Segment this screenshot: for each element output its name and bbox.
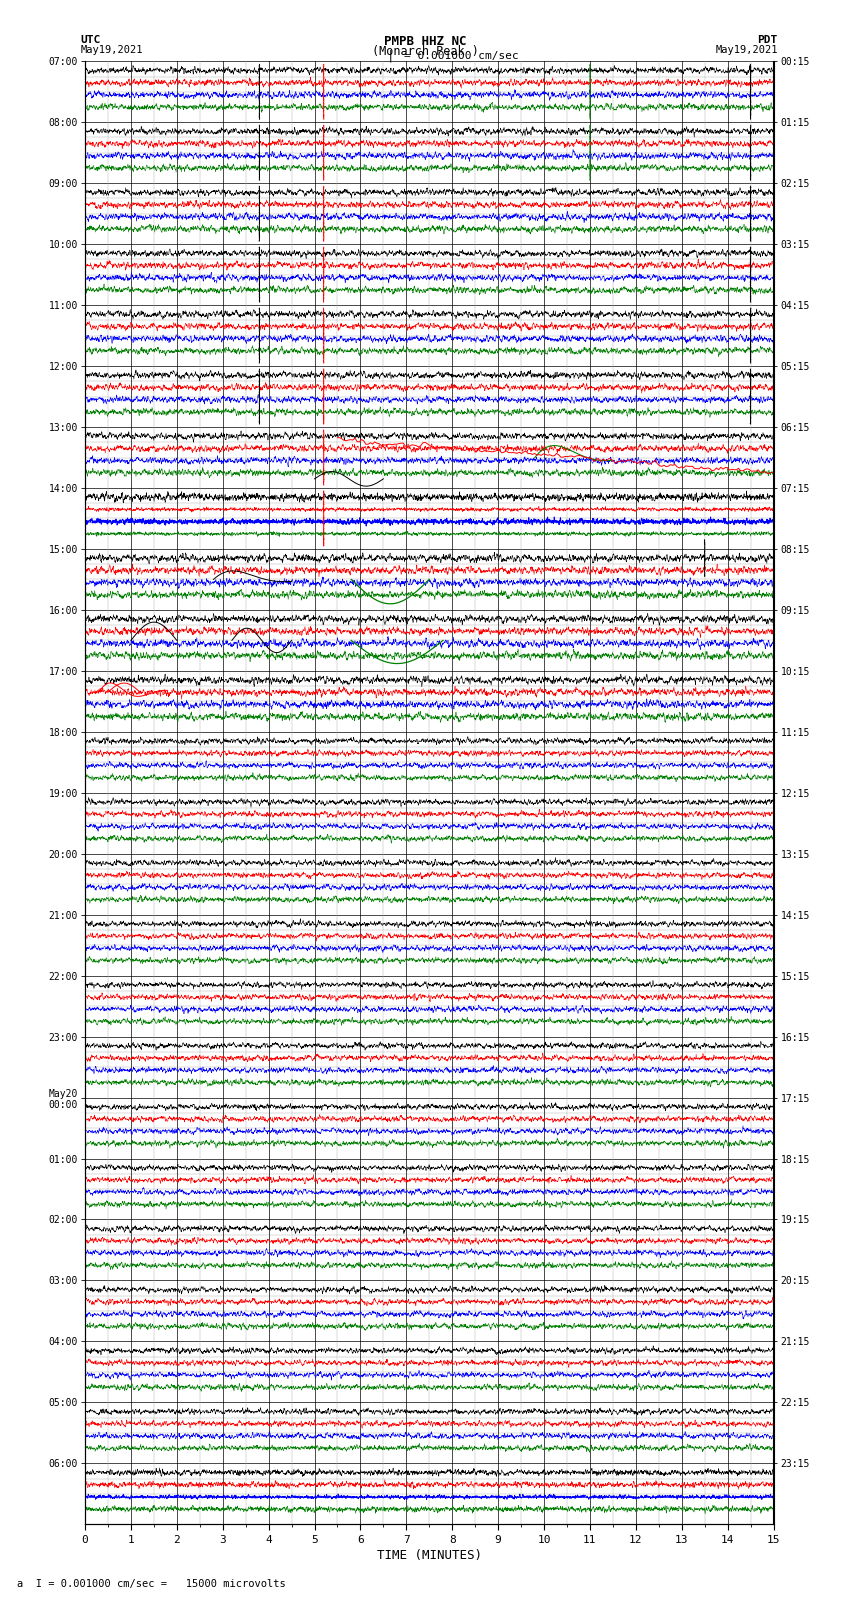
Text: PMPB HHZ NC: PMPB HHZ NC xyxy=(383,35,467,48)
Text: UTC: UTC xyxy=(81,35,101,45)
Text: = 0.001000 cm/sec: = 0.001000 cm/sec xyxy=(404,52,518,61)
Text: a  I = 0.001000 cm/sec =   15000 microvolts: a I = 0.001000 cm/sec = 15000 microvolts xyxy=(17,1579,286,1589)
Text: |: | xyxy=(388,50,394,63)
Text: (Monarch Peak ): (Monarch Peak ) xyxy=(371,45,479,58)
Text: PDT: PDT xyxy=(757,35,778,45)
Text: May19,2021: May19,2021 xyxy=(81,45,144,55)
X-axis label: TIME (MINUTES): TIME (MINUTES) xyxy=(377,1548,482,1561)
Text: May19,2021: May19,2021 xyxy=(715,45,778,55)
